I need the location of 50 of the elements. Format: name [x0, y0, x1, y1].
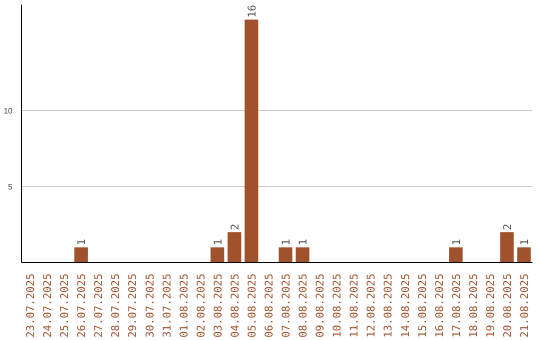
- data-label: 2: [228, 224, 242, 230]
- data-label: 2: [500, 224, 514, 230]
- x-tick-label: 20.08.2025: [500, 274, 514, 338]
- x-tick-label: 14.08.2025: [398, 274, 412, 338]
- x-tick-label: 29.07.2025: [126, 274, 140, 338]
- bar: [449, 247, 463, 262]
- x-tick-label: 23.07.2025: [24, 274, 38, 338]
- x-tick-label: 24.07.2025: [41, 274, 54, 338]
- bar: [228, 232, 242, 262]
- data-label: 1: [296, 238, 310, 246]
- y-tick-label: 5: [8, 182, 14, 192]
- data-label: 1: [518, 238, 531, 246]
- x-tick-label: 12.08.2025: [364, 274, 378, 338]
- x-tick-label: 27.07.2025: [92, 274, 106, 338]
- bar: [210, 247, 224, 262]
- x-tick-label: 05.08.2025: [245, 274, 258, 338]
- x-tick-label: 10.08.2025: [330, 274, 344, 338]
- x-tick-label: 19.08.2025: [484, 274, 497, 338]
- bar: [296, 247, 310, 262]
- bar: [244, 20, 258, 262]
- data-label: 1: [211, 238, 224, 246]
- x-tick-label: 30.07.2025: [143, 274, 156, 338]
- x-tick-label: 25.07.2025: [58, 274, 72, 338]
- bar: [74, 247, 88, 262]
- data-label: 1: [280, 238, 293, 246]
- data-label: 1: [75, 238, 88, 246]
- x-tick-label: 26.07.2025: [75, 274, 88, 338]
- x-tick-label: 08.08.2025: [296, 274, 310, 338]
- x-tick-label: 03.08.2025: [211, 274, 224, 338]
- x-tick-label: 21.08.2025: [518, 274, 531, 338]
- x-tick-label: 17.08.2025: [450, 274, 463, 338]
- x-tick-label: 01.08.2025: [177, 274, 190, 338]
- x-tick-label: 09.08.2025: [314, 274, 327, 338]
- x-tick-label: 04.08.2025: [228, 274, 242, 338]
- x-tick-label: 18.08.2025: [466, 274, 480, 338]
- x-tick-label: 15.08.2025: [416, 274, 429, 338]
- x-tick-label: 28.07.2025: [109, 274, 122, 338]
- bar: [278, 247, 292, 262]
- x-tick-label: 13.08.2025: [382, 274, 395, 338]
- x-tick-label: 02.08.2025: [194, 274, 208, 338]
- x-tick-label: 11.08.2025: [348, 274, 361, 338]
- data-label: 1: [450, 238, 463, 246]
- x-tick-label: 07.08.2025: [280, 274, 293, 338]
- bar: [517, 247, 531, 262]
- x-tick-label: 06.08.2025: [262, 274, 276, 338]
- bar: [500, 232, 514, 262]
- x-tick-label: 31.07.2025: [160, 274, 174, 338]
- data-label: 16: [245, 4, 258, 18]
- y-tick-label: 10: [4, 106, 14, 116]
- x-tick-label: 16.08.2025: [432, 274, 446, 338]
